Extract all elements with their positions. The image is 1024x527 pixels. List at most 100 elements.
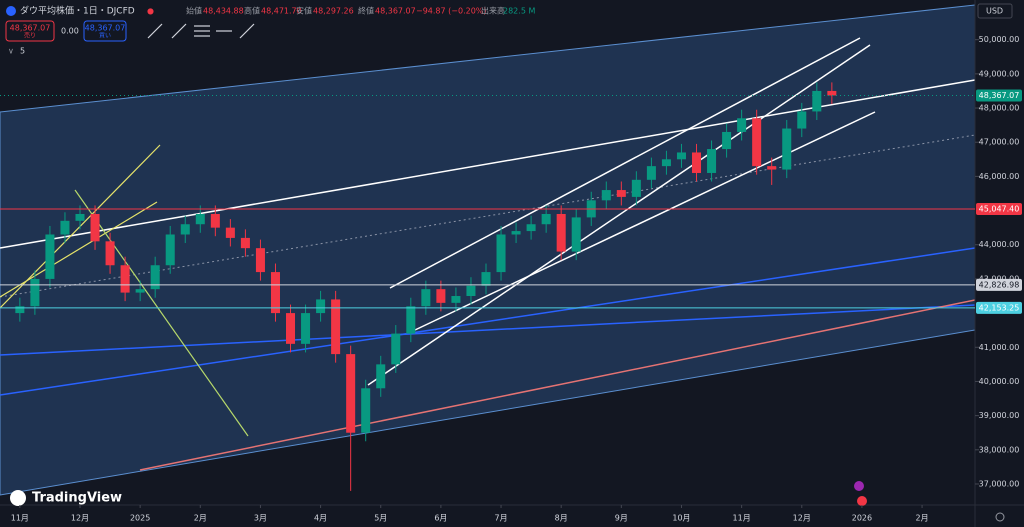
candle-body — [346, 354, 356, 433]
trend-line — [139, 299, 975, 471]
x-tick-label: 8月 — [555, 514, 568, 523]
tool-icon[interactable] — [147, 23, 163, 39]
candle-body — [812, 90, 822, 112]
indicator-count[interactable]: 5 — [20, 47, 25, 56]
stat-label: 始値 — [186, 6, 202, 16]
y-tick-label: 47,000.00 — [979, 138, 1020, 147]
candle-body — [180, 224, 190, 235]
buy-label: 買い — [99, 33, 111, 40]
candle-body — [376, 364, 386, 389]
candle-body — [301, 313, 311, 344]
sell-label: 売り — [24, 32, 36, 40]
candle-body — [737, 118, 747, 132]
trend-line — [414, 111, 876, 331]
x-tick-label: 2月 — [194, 514, 207, 523]
last-price-label: 48,367.07 — [979, 91, 1020, 100]
settings-icon[interactable] — [995, 512, 1005, 522]
stat-label: 高値 — [244, 6, 260, 16]
brand[interactable]: TradingView — [32, 491, 122, 506]
candle-body — [361, 388, 371, 433]
last-price-tag — [976, 89, 1022, 102]
plot — [15, 82, 837, 491]
stat-value: 48,471.70 — [261, 7, 302, 16]
candle-body — [135, 289, 145, 293]
x-tick-label: 11月 — [733, 514, 751, 523]
candle-body — [225, 227, 235, 238]
candle-body — [30, 278, 40, 307]
bell-icon[interactable]: ● — [147, 7, 154, 16]
symbol[interactable]: ダウ平均株価・1日・DJCFD — [20, 5, 135, 17]
x-tick-label: 5月 — [374, 514, 387, 523]
x-tick-label: 4月 — [314, 514, 327, 523]
x-tick-label: 2025 — [130, 514, 150, 523]
candle-body — [722, 131, 732, 150]
candle-body — [692, 152, 702, 173]
currency-button[interactable] — [977, 3, 1013, 19]
candle-body — [541, 213, 551, 225]
candle-body — [286, 313, 296, 344]
candle-body — [406, 306, 416, 334]
x-tick-label: 12月 — [793, 514, 811, 523]
candle-body — [165, 234, 175, 266]
stat-value: 48,297.26 — [313, 7, 354, 16]
y-tick-label: 46,000.00 — [979, 172, 1020, 181]
trend-line — [367, 44, 871, 386]
currency[interactable]: USD — [986, 7, 1003, 16]
tool-icon[interactable] — [171, 23, 187, 39]
candle-body — [571, 217, 581, 252]
x-tick-label: 2月 — [916, 514, 929, 523]
sell-button[interactable] — [5, 20, 55, 42]
candle-body — [316, 299, 326, 314]
drawings — [0, 4, 975, 496]
x-tick-label: 2026 — [852, 514, 872, 523]
candle-body — [481, 272, 491, 286]
symbol-icon[interactable] — [6, 6, 16, 16]
y-tick-label: 44,000.00 — [979, 240, 1020, 249]
candle-body — [752, 118, 762, 167]
stat-value: −94.87 (−0.20%) — [416, 7, 487, 16]
candle-body — [466, 285, 476, 297]
price-tag-label: 45,047.40 — [979, 204, 1020, 213]
trend-line — [0, 201, 158, 298]
candle-body — [90, 213, 100, 242]
y-tick-label: 41,000.00 — [979, 343, 1020, 352]
candle-body — [556, 213, 566, 252]
candle-body — [195, 213, 205, 225]
candle-body — [75, 213, 85, 221]
tool-icon[interactable] — [239, 23, 255, 39]
candle-body — [120, 265, 130, 293]
drawing-tools[interactable] — [147, 23, 255, 39]
candle-body — [391, 333, 401, 365]
event-icon[interactable] — [857, 496, 867, 506]
x-tick-label: 6月 — [434, 514, 447, 523]
stat-label: 終値 — [358, 6, 374, 16]
buy-price: 48,367.07 — [85, 24, 126, 33]
candle-body — [15, 306, 25, 314]
price-tag — [976, 301, 1022, 314]
trend-line — [0, 247, 975, 396]
brand-logo[interactable] — [10, 490, 26, 506]
candle-body — [210, 213, 220, 228]
candle-body — [270, 272, 280, 314]
indicator-toggle[interactable]: ∨ — [8, 47, 14, 56]
buy-button[interactable] — [83, 20, 127, 42]
event-icon[interactable] — [854, 481, 864, 491]
sell-price: 48,367.07 — [10, 24, 51, 33]
x-tick-label: 11月 — [11, 514, 29, 523]
y-tick-label: 50,000.00 — [979, 35, 1020, 44]
candle-body — [616, 190, 626, 197]
candle-body — [60, 220, 70, 235]
candle-body — [331, 299, 341, 355]
price-tag — [976, 278, 1022, 291]
x-tick-label: 7月 — [494, 514, 507, 523]
candle-body — [421, 289, 431, 307]
candle-body — [631, 179, 641, 197]
candle-body — [526, 224, 536, 232]
channel — [0, 4, 975, 496]
trend-line — [74, 189, 249, 437]
y-tick-label: 49,000.00 — [979, 69, 1020, 78]
stat-value: 282.5 M — [503, 7, 535, 16]
candle-body — [511, 231, 521, 235]
candle-body — [451, 296, 461, 303]
candle-body — [827, 90, 837, 96]
